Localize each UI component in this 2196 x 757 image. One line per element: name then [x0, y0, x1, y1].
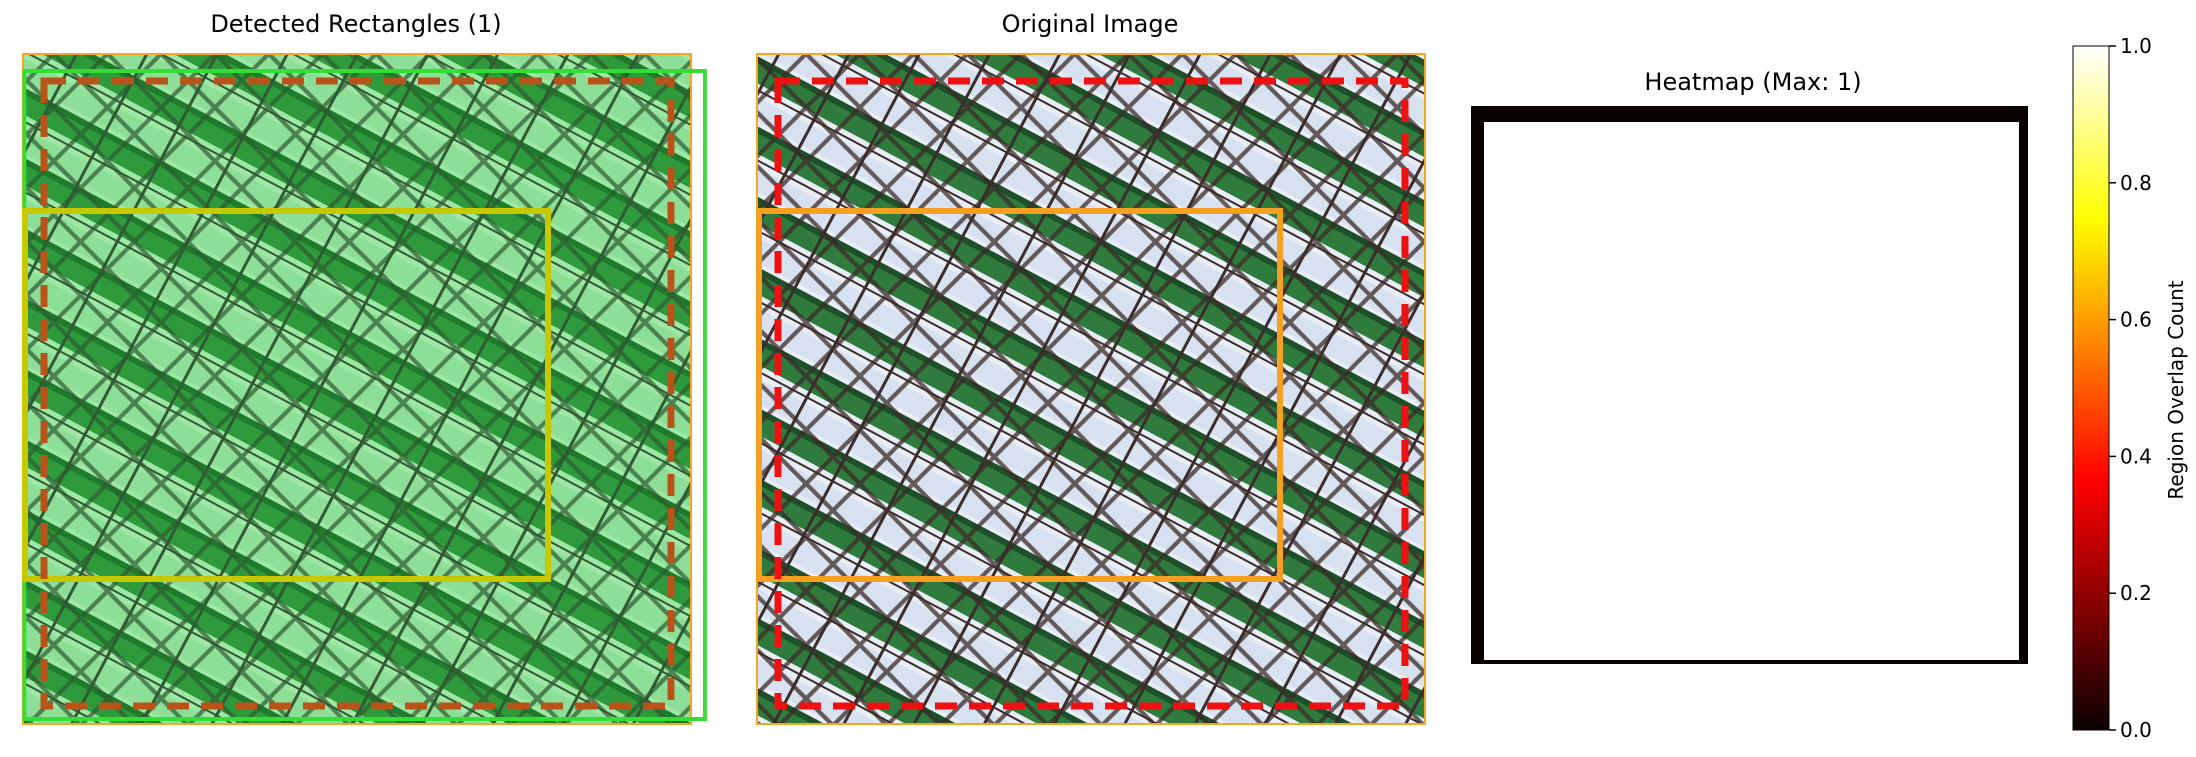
colorbar-tick-label: 0.8: [2120, 171, 2152, 195]
colorbar-tick-label: 1.0: [2120, 34, 2152, 58]
original-image-mesh: [757, 54, 1425, 724]
detected-rectangles-panel: [22, 53, 707, 725]
detected-image-mesh: [23, 54, 691, 724]
colorbar: 0.0 0.2 0.4 0.6 0.8 1.0 Region Overlap Count: [2072, 34, 2188, 742]
detected-rect-yellow: [22, 208, 551, 582]
colorbar-gradient: [2072, 45, 2110, 731]
original-rect-orange: [756, 208, 1283, 582]
original-rect-dashed: [774, 77, 1409, 710]
original-panel-title: Original Image: [1001, 10, 1179, 38]
colorbar-label: Region Overlap Count: [2164, 280, 2188, 499]
detected-panel-title: Detected Rectangles (1): [210, 10, 502, 38]
heatmap-panel-title: Heatmap (Max: 1): [1644, 68, 1862, 96]
colorbar-tick-label: 0.4: [2120, 444, 2152, 468]
original-image-panel: [756, 53, 1426, 725]
detected-rect-dashed: [40, 77, 675, 710]
colorbar-tick-label: 0.6: [2120, 308, 2152, 332]
colorbar-tick-label: 0.2: [2120, 581, 2152, 605]
colorbar-tick-label: 0.0: [2120, 718, 2152, 742]
heatmap-max-region: [1484, 122, 2019, 660]
colorbar-ticks: 0.0 0.2 0.4 0.6 0.8 1.0: [2109, 34, 2152, 742]
heatmap-panel: [1471, 106, 2028, 664]
